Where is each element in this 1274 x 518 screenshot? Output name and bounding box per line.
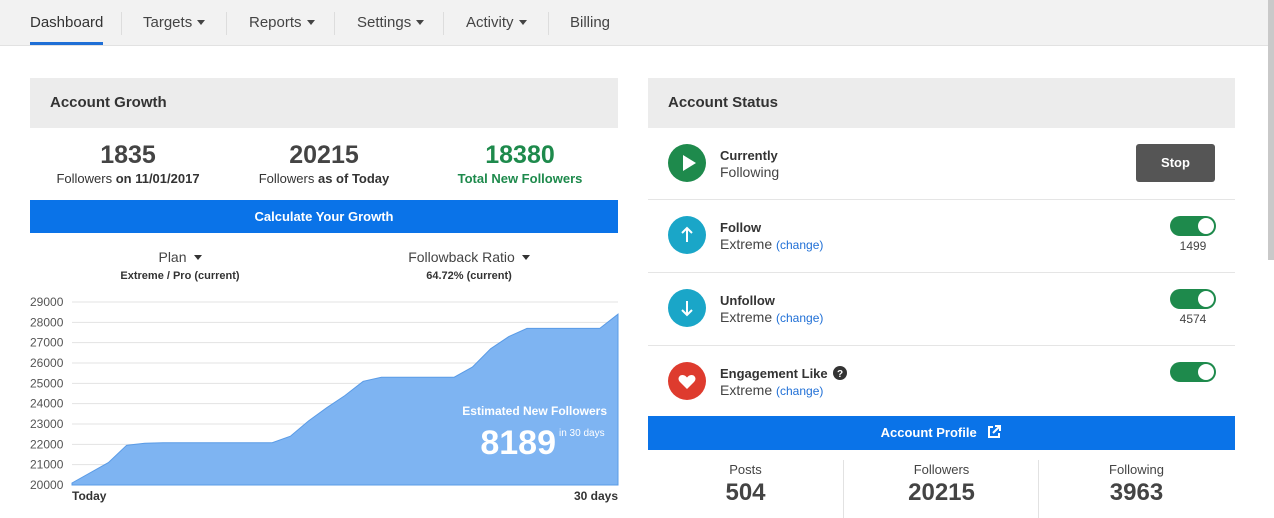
unfollow-toggle[interactable]	[1170, 289, 1216, 309]
y-tick-label: 21000	[30, 458, 64, 472]
y-tick-label: 28000	[30, 315, 64, 329]
unfollow-sub: Extreme (change)	[720, 309, 824, 325]
calculate-growth-button[interactable]: Calculate Your Growth	[30, 200, 618, 233]
caret-down-icon	[197, 19, 206, 25]
follow-count: 1499	[1179, 239, 1207, 253]
caret-down-icon	[518, 19, 527, 25]
nav-reports[interactable]: Reports	[249, 0, 315, 46]
y-tick-label: 20000	[30, 478, 64, 492]
estimate-label: Estimated New Followers	[462, 404, 607, 418]
arrow-down-icon	[668, 289, 706, 327]
nav-targets[interactable]: Targets	[143, 0, 206, 46]
heart-icon	[668, 362, 706, 400]
account-status-header: Account Status	[648, 78, 1235, 128]
y-tick-label: 26000	[30, 356, 64, 370]
caret-down-icon	[193, 254, 202, 260]
nav-activity[interactable]: Activity	[466, 0, 527, 46]
unfollow-title: Unfollow	[720, 293, 775, 308]
posts-stat: Posts 504	[725, 462, 766, 506]
engagement-like-toggle[interactable]	[1170, 362, 1216, 382]
currently-title: Currently	[720, 148, 778, 163]
follow-title: Follow	[720, 220, 762, 235]
followers-start-stat: 1835 Followers on 11/01/2017	[56, 141, 200, 186]
play-icon	[668, 144, 706, 182]
nav-billing[interactable]: Billing	[570, 14, 611, 31]
total-new-followers-stat: 18380 Total New Followers	[457, 141, 583, 186]
arrow-up-icon	[668, 216, 706, 254]
y-tick-label: 22000	[30, 437, 64, 451]
y-tick-label: 24000	[30, 397, 64, 411]
x-tick-label: 30 days	[574, 489, 618, 503]
follow-toggle[interactable]	[1170, 216, 1216, 236]
growth-area	[71, 313, 619, 486]
growth-chart: 29000 28000 27000 26000 25000 24000 23000 22000…	[30, 295, 619, 503]
estimate-value: 8189	[480, 424, 556, 462]
engagement-like-title: Engagement Like ?	[720, 366, 848, 381]
nav-settings[interactable]: Settings	[357, 0, 425, 46]
currently-row: Currently Following	[648, 128, 1235, 200]
y-tick-label: 25000	[30, 376, 64, 390]
caret-down-icon	[306, 19, 315, 25]
external-link-icon	[988, 425, 1002, 438]
nav-dashboard[interactable]: Dashboard	[30, 0, 104, 46]
account-growth-header: Account Growth	[30, 78, 618, 128]
estimate-suffix: in 30 days	[559, 428, 605, 439]
stop-button[interactable]: Stop	[1136, 144, 1215, 182]
engagement-like-row: Engagement Like ? Extreme (change)	[648, 346, 1235, 416]
currently-sub: Following	[720, 164, 780, 180]
unfollow-row: Unfollow Extreme (change) 4574	[648, 273, 1235, 346]
engagement-change-link[interactable]: (change)	[776, 384, 824, 398]
y-tick-label: 23000	[30, 417, 64, 431]
follow-change-link[interactable]: (change)	[776, 238, 824, 252]
x-tick-label: Today	[72, 489, 107, 503]
y-tick-label: 27000	[30, 336, 64, 350]
followers-stat: Followers 20215	[908, 462, 975, 506]
help-icon[interactable]: ?	[833, 366, 848, 380]
follow-sub: Extreme (change)	[720, 236, 824, 252]
y-tick-label: 29000	[30, 295, 64, 309]
scrollbar[interactable]	[1268, 0, 1274, 260]
plan-dropdown[interactable]: Plan Extreme / Pro (current)	[120, 249, 240, 282]
following-stat: Following 3963	[1109, 462, 1164, 506]
caret-down-icon	[416, 19, 425, 25]
follow-row: Follow Extreme (change) 1499	[648, 200, 1235, 273]
account-profile-button[interactable]: Account Profile	[648, 416, 1235, 450]
unfollow-count: 4574	[1179, 312, 1207, 326]
top-nav: Dashboard Targets Reports Settings Activ…	[0, 0, 1274, 46]
engagement-like-sub: Extreme (change)	[720, 382, 824, 398]
caret-down-icon	[521, 254, 530, 260]
followback-ratio-dropdown[interactable]: Followback Ratio 64.72% (current)	[369, 249, 569, 282]
svg-text:?: ?	[837, 369, 843, 380]
followers-today-stat: 20215 Followers as of Today	[258, 141, 390, 186]
unfollow-change-link[interactable]: (change)	[776, 311, 824, 325]
